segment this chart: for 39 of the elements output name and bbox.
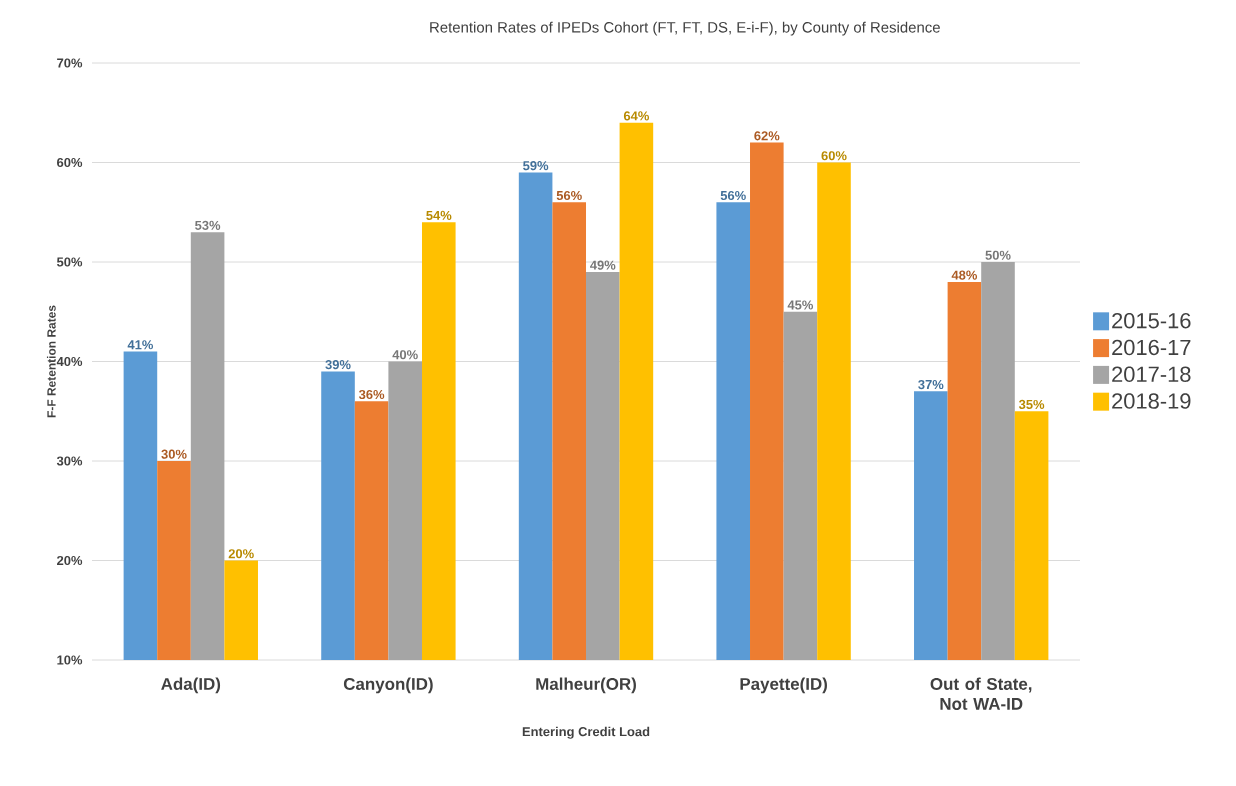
y-tick-label: 20% <box>57 555 83 566</box>
x-tick-label: Payette(ID) <box>740 677 827 694</box>
data-label: 45% <box>787 300 814 310</box>
chart-title: Retention Rates of IPEDs Cohort (FT, FT, DS, E-i-F), by County of Residence <box>430 21 940 36</box>
data-label: 59% <box>523 161 549 171</box>
data-label: 60% <box>821 151 847 161</box>
legend-label: 2018-19 <box>1112 393 1191 409</box>
y-tick-label: 60% <box>57 157 83 168</box>
data-label: 40% <box>392 350 418 360</box>
data-label: 35% <box>1018 399 1045 410</box>
data-label: 64% <box>623 111 650 121</box>
x-tick-label: Ada(ID) <box>161 677 221 694</box>
data-label: 39% <box>325 360 351 370</box>
x-tick-label: Canyon(ID) <box>343 677 433 694</box>
y-tick-label: 30% <box>56 456 83 466</box>
data-label: 54% <box>426 210 452 220</box>
data-label: 56% <box>720 190 746 201</box>
data-label: 49% <box>590 260 616 270</box>
x-axis-title: Entering Credit Load <box>522 726 650 739</box>
y-tick-label: 70% <box>57 58 83 68</box>
data-label: 50% <box>985 250 1011 260</box>
data-label: 37% <box>918 379 944 390</box>
data-label: 20% <box>228 549 254 559</box>
y-tick-label: 50% <box>56 257 83 267</box>
data-label: 36% <box>358 389 385 400</box>
data-label: 48% <box>951 270 978 280</box>
legend-label: 2016-17 <box>1112 339 1191 356</box>
data-label: 41% <box>127 340 154 350</box>
data-label: 30% <box>161 449 187 459</box>
legend-label: 2017-18 <box>1112 366 1191 383</box>
data-label: 56% <box>556 190 582 201</box>
legend-label: 2015-16 <box>1112 312 1191 329</box>
y-axis-title: F-F Retention Rates <box>46 305 56 418</box>
x-tick-label: Malheur(OR) <box>536 677 636 694</box>
data-label: 62% <box>754 131 780 141</box>
x-tick-label: Out of State, Not WA-ID <box>930 677 1032 710</box>
y-tick-label: 40% <box>56 356 83 367</box>
y-tick-label: 10% <box>57 655 83 665</box>
data-label: 53% <box>195 220 221 230</box>
